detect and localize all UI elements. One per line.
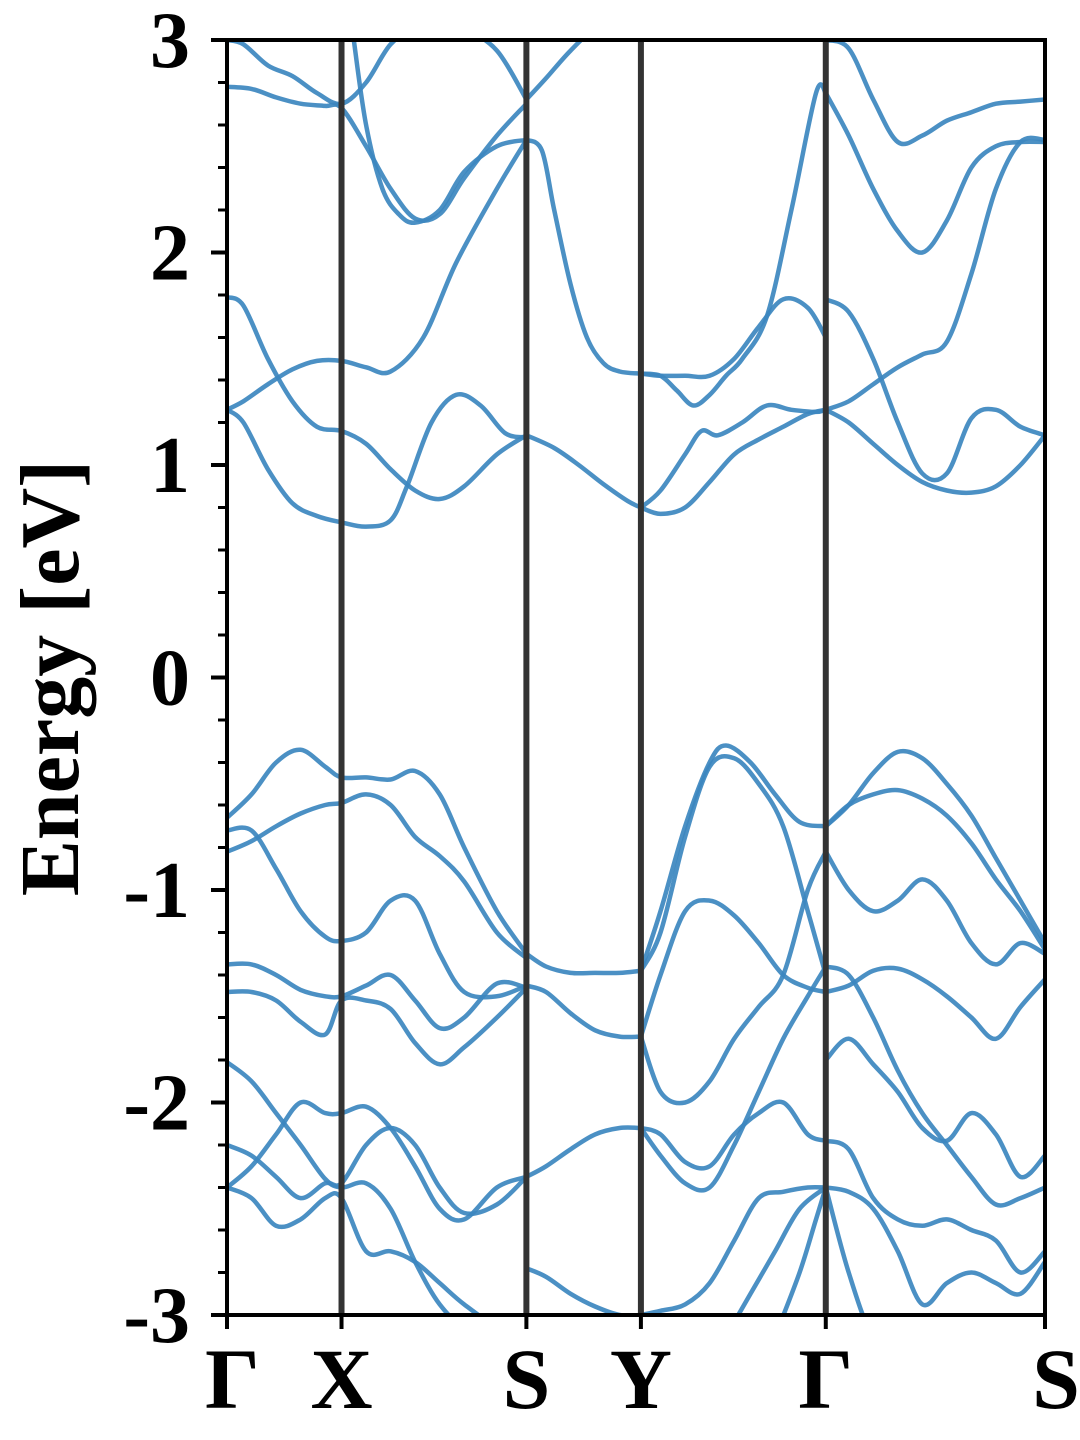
y-tick-label-3: 1 bbox=[150, 422, 190, 510]
band-line-45 bbox=[823, 1138, 1045, 1275]
band-line-47 bbox=[823, 1185, 866, 1315]
band-line-31 bbox=[823, 787, 1045, 952]
band-line-19 bbox=[227, 747, 529, 957]
band-line-30 bbox=[823, 748, 1045, 946]
band-line-3 bbox=[351, 40, 529, 226]
band-line-35 bbox=[227, 1059, 452, 1315]
band-line-41 bbox=[638, 1099, 829, 1171]
band-line-15 bbox=[823, 40, 1045, 147]
band-line-20 bbox=[227, 792, 529, 961]
band-line-48 bbox=[735, 1185, 829, 1315]
band-line-18 bbox=[823, 407, 1045, 496]
band-line-21 bbox=[227, 825, 529, 1000]
band-line-10 bbox=[638, 296, 829, 380]
band-line-49 bbox=[781, 1185, 829, 1315]
band-line-4 bbox=[524, 40, 585, 102]
y-tick-label-4: 0 bbox=[150, 635, 190, 723]
x-tick-label-4: Y bbox=[610, 1331, 672, 1427]
band-line-40 bbox=[524, 1266, 644, 1315]
band-line-29 bbox=[638, 849, 829, 1106]
band-line-13 bbox=[638, 407, 829, 517]
band-line-27 bbox=[638, 753, 829, 978]
band-line-11 bbox=[638, 82, 829, 408]
y-axis-ticks: 3 2 1 0 -1 -2 -3 bbox=[123, 0, 227, 1360]
y-axis-label: Energy [eV] bbox=[4, 460, 97, 896]
y-tick-label-6: -2 bbox=[123, 1060, 190, 1148]
band-line-44 bbox=[823, 964, 1045, 1208]
band-line-42 bbox=[638, 964, 829, 1193]
band-line-5 bbox=[524, 137, 644, 376]
band-line-7 bbox=[227, 294, 529, 502]
y-tick-label-1: 3 bbox=[150, 0, 190, 85]
band-line-1 bbox=[227, 40, 529, 107]
band-line-32 bbox=[823, 849, 1045, 967]
band-line-38 bbox=[227, 1185, 483, 1315]
band-line-22 bbox=[227, 961, 529, 1032]
band-line-16 bbox=[823, 135, 1045, 413]
x-tick-label-5: Γ bbox=[798, 1331, 853, 1427]
band-line-43 bbox=[638, 1184, 829, 1315]
band-line-46 bbox=[823, 1185, 1045, 1308]
band-line-34 bbox=[823, 1036, 1045, 1180]
band-line-26 bbox=[638, 743, 829, 974]
band-line-9 bbox=[524, 433, 644, 510]
x-tick-label-6: S bbox=[1032, 1331, 1080, 1427]
band-line-33 bbox=[823, 965, 1045, 1042]
x-tick-label-3: S bbox=[502, 1331, 550, 1427]
band-line-39 bbox=[524, 1125, 644, 1180]
band-line-14 bbox=[823, 90, 1045, 255]
band-line-8 bbox=[227, 392, 529, 529]
band-line-2 bbox=[227, 84, 529, 224]
band-line-25 bbox=[524, 983, 644, 1040]
y-tick-label-2: 2 bbox=[150, 210, 190, 298]
x-tick-label-2: X bbox=[310, 1331, 372, 1427]
band-line-37 bbox=[227, 1099, 529, 1223]
band-line-28 bbox=[638, 897, 829, 1039]
plot-frame bbox=[225, 38, 1047, 1317]
x-tick-label-1: Γ bbox=[205, 1331, 260, 1427]
band-line-12 bbox=[638, 402, 829, 510]
band-line-6 bbox=[227, 137, 529, 413]
high-symmetry-lines bbox=[338, 40, 829, 1315]
y-tick-label-7: -3 bbox=[123, 1272, 190, 1360]
y-tick-label-5: -1 bbox=[123, 847, 190, 935]
band-line-23 bbox=[227, 985, 529, 1067]
band-line-17 bbox=[823, 297, 1045, 483]
energy-bands bbox=[227, 40, 1045, 1315]
band-line-24 bbox=[524, 951, 644, 976]
band-line-36 bbox=[227, 1125, 529, 1216]
